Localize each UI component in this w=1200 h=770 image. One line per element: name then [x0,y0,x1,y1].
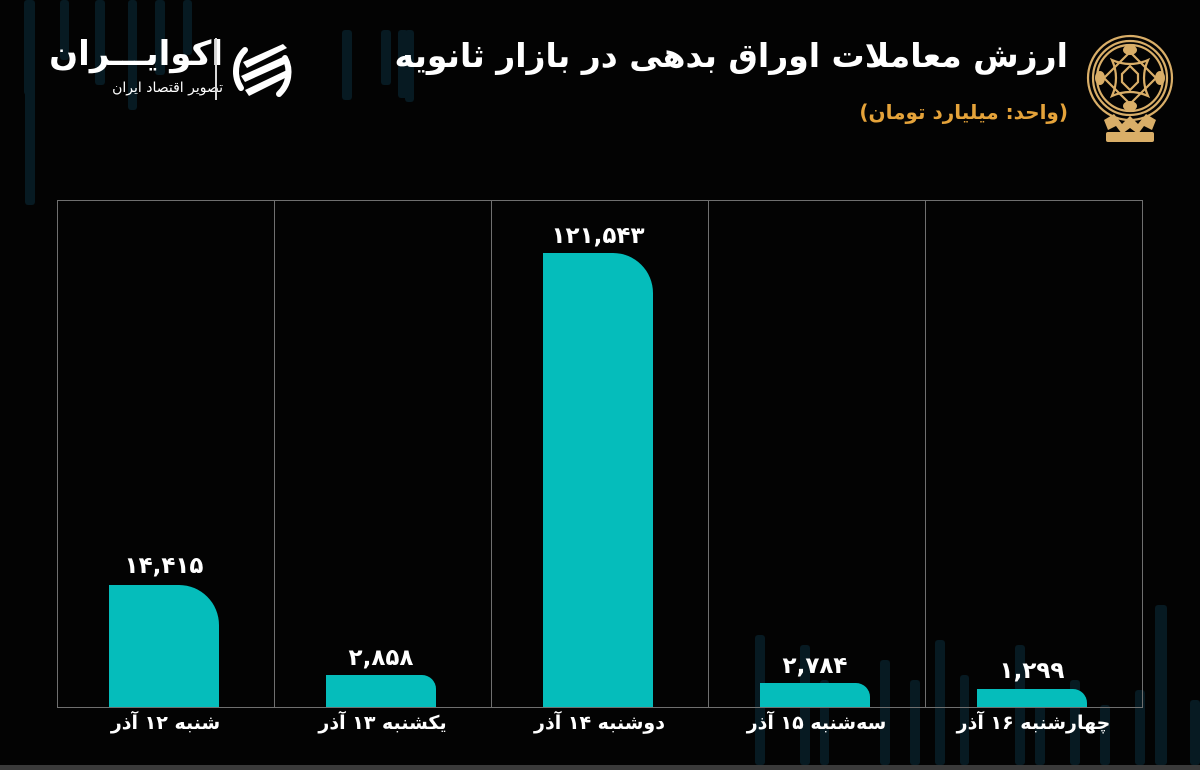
bar-yekshanbeh-13 [326,675,436,707]
brand-divider [215,38,217,100]
bar-doshanbeh-14 [543,253,653,707]
brand-tagline: تصویر اقتصاد ایران [112,80,223,96]
grid-divider [274,201,275,707]
brand-block: اکوایـــران تصویر اقتصاد ایران [49,34,305,106]
bar-value-label: ۱,۲۹۹ [999,658,1065,684]
grid-divider [708,201,709,707]
bar-value-label: ۲,۸۵۸ [348,645,414,671]
bar-chaharshanbeh-16 [977,689,1087,707]
x-axis-label: یکشنبه ۱۳ آذر [318,712,447,734]
x-axis-label: چهارشنبه ۱۶ آذر [956,712,1111,734]
bar-value-label: ۱۴,۴۱۵ [124,553,204,579]
bar-value-label: ۱۲۱,۵۴۳ [551,223,645,249]
stock-exchange-emblem-icon [1086,34,1174,142]
brand-name: اکوایـــران [49,34,223,74]
plot-area: ۱۴,۴۱۵ ۲,۸۵۸ ۱۲۱,۵۴۳ ۲,۷۸۴ ۱,۲۹۹ [57,200,1143,708]
bar-value-label: ۲,۷۸۴ [782,653,848,679]
grid-divider [491,201,492,707]
bar-shanbeh-12 [109,585,219,707]
x-axis-label: سه‌شنبه ۱۵ آذر [746,712,887,734]
x-axis-label: شنبه ۱۲ آذر [110,712,221,734]
bar-seshanbeh-15 [760,683,870,707]
unit-subtitle: (واحد: میلیارد تومان) [859,100,1068,124]
bottom-border [0,765,1200,770]
x-axis-label: دوشنبه ۱۴ آذر [534,712,665,734]
chart-title: ارزش معاملات اوراق بدهی در بازار ثانویه [394,36,1068,75]
ecoiran-logo-icon [233,44,292,97]
grid-divider [925,201,926,707]
